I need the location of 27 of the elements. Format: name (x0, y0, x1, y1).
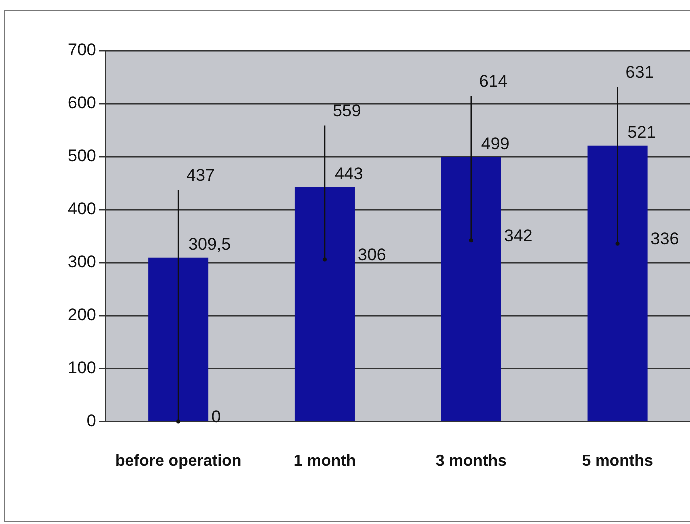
bar (294, 187, 355, 422)
bar (588, 146, 648, 422)
y-tick-label: 200 (68, 306, 96, 325)
y-tick-label: 400 (68, 200, 96, 219)
x-tick-label: 1 month (294, 452, 356, 470)
y-tick-label: 300 (68, 252, 96, 272)
annotation: 614 (479, 72, 508, 92)
x-tick-label: 5 months (582, 452, 654, 470)
bar (148, 258, 209, 422)
bar (441, 157, 502, 422)
annotation: 559 (332, 101, 362, 120)
data-label: 443 (334, 164, 364, 184)
y-tick-label: 500 (68, 146, 96, 166)
y-tick-label: 600 (68, 94, 96, 113)
data-label: 521 (628, 123, 656, 142)
y-tick-label: 700 (68, 40, 96, 60)
x-tick-label: 3 months (436, 452, 508, 470)
data-label: 309,5 (188, 235, 232, 254)
x-tick-label: before operation (115, 452, 242, 470)
annotation: 631 (626, 63, 654, 82)
annotation: 306 (358, 245, 386, 264)
annotation: 342 (504, 226, 533, 246)
y-tick-label: 100 (68, 358, 96, 378)
y-tick-label: 0 (86, 411, 96, 430)
data-label: 499 (481, 134, 510, 154)
annotation: 336 (650, 230, 680, 249)
annotation: 437 (186, 166, 215, 185)
